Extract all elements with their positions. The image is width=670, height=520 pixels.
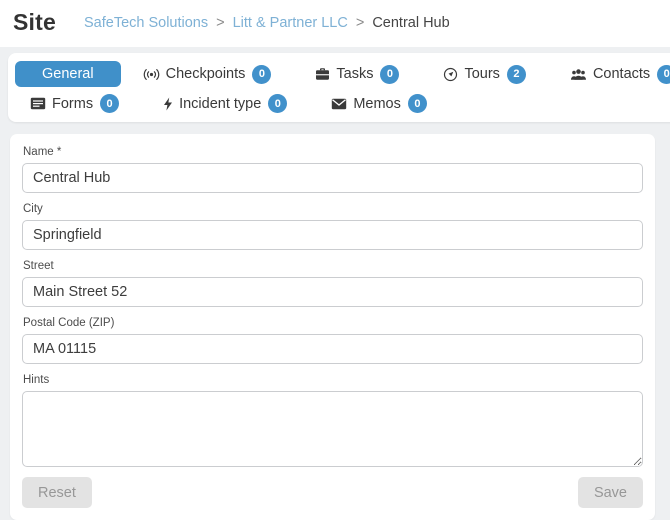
tab-label: Checkpoints — [165, 66, 246, 82]
checkpoints-count-badge: 0 — [252, 64, 272, 84]
hints-textarea[interactable] — [22, 391, 643, 467]
tab-checkpoints[interactable]: Checkpoints 0 — [143, 64, 272, 84]
save-button[interactable]: Save — [577, 477, 643, 508]
tab-label: Tours — [464, 66, 500, 82]
tab-general[interactable]: General — [15, 61, 121, 87]
briefcase-icon — [315, 67, 330, 81]
tab-forms[interactable]: Forms 0 — [30, 94, 120, 113]
tab-tasks[interactable]: Tasks 0 — [315, 64, 400, 84]
postal-code-field-label: Postal Code (ZIP) — [23, 317, 115, 329]
breadcrumb-current-site: Central Hub — [372, 14, 450, 31]
city-field-label: City — [23, 203, 43, 215]
tab-tours[interactable]: Tours 2 — [443, 64, 526, 84]
tab-label: Contacts — [592, 66, 651, 82]
street-input[interactable] — [22, 277, 643, 307]
page-header: Site SafeTech Solutions > Litt & Partner… — [0, 0, 670, 47]
street-field-label: Street — [23, 260, 54, 272]
page-title: Site — [13, 9, 56, 35]
hints-field-label: Hints — [23, 374, 50, 386]
breadcrumb-separator: > — [216, 14, 225, 31]
tabs-row-1: General Checkpoints 0 — [8, 61, 670, 87]
tab-label: Memos — [353, 95, 401, 112]
envelope-icon — [331, 98, 347, 110]
breadcrumb-link-account[interactable]: SafeTech Solutions — [83, 14, 209, 31]
broadcast-icon — [143, 68, 160, 81]
form-footer: Reset Save — [22, 477, 643, 508]
tab-label: Tasks — [336, 66, 374, 82]
tab-label: Forms — [52, 95, 94, 112]
compass-icon — [443, 67, 458, 82]
tab-contacts[interactable]: Contacts 0 — [570, 64, 670, 84]
bolt-icon — [163, 97, 173, 111]
tab-incident-type[interactable]: Incident type 0 — [163, 94, 288, 113]
memos-count-badge: 0 — [407, 94, 427, 113]
breadcrumb-link-client[interactable]: Litt & Partner LLC — [232, 14, 348, 31]
contacts-count-badge: 0 — [657, 64, 670, 84]
site-general-form-card: Name * City Street Postal Code (ZIP) Hin… — [10, 134, 655, 520]
tab-memos[interactable]: Memos 0 — [331, 94, 427, 113]
reset-button[interactable]: Reset — [22, 477, 92, 508]
name-field-label: Name * — [23, 146, 62, 158]
tabs-row-2: Forms 0 Incident type 0 Memos 0 — [8, 94, 670, 113]
name-input[interactable] — [22, 163, 643, 193]
tab-label: Incident type — [179, 95, 262, 112]
forms-count-badge: 0 — [100, 94, 120, 113]
tasks-count-badge: 0 — [380, 64, 400, 84]
city-input[interactable] — [22, 220, 643, 250]
tours-count-badge: 2 — [506, 64, 526, 84]
breadcrumb: SafeTech Solutions > Litt & Partner LLC … — [84, 15, 450, 31]
postal-code-input[interactable] — [22, 334, 643, 364]
form-icon — [30, 97, 46, 110]
users-icon — [570, 68, 587, 81]
breadcrumb-separator: > — [355, 14, 365, 31]
incident-type-count-badge: 0 — [268, 94, 288, 113]
site-tabbar: General Checkpoints 0 — [8, 53, 670, 122]
